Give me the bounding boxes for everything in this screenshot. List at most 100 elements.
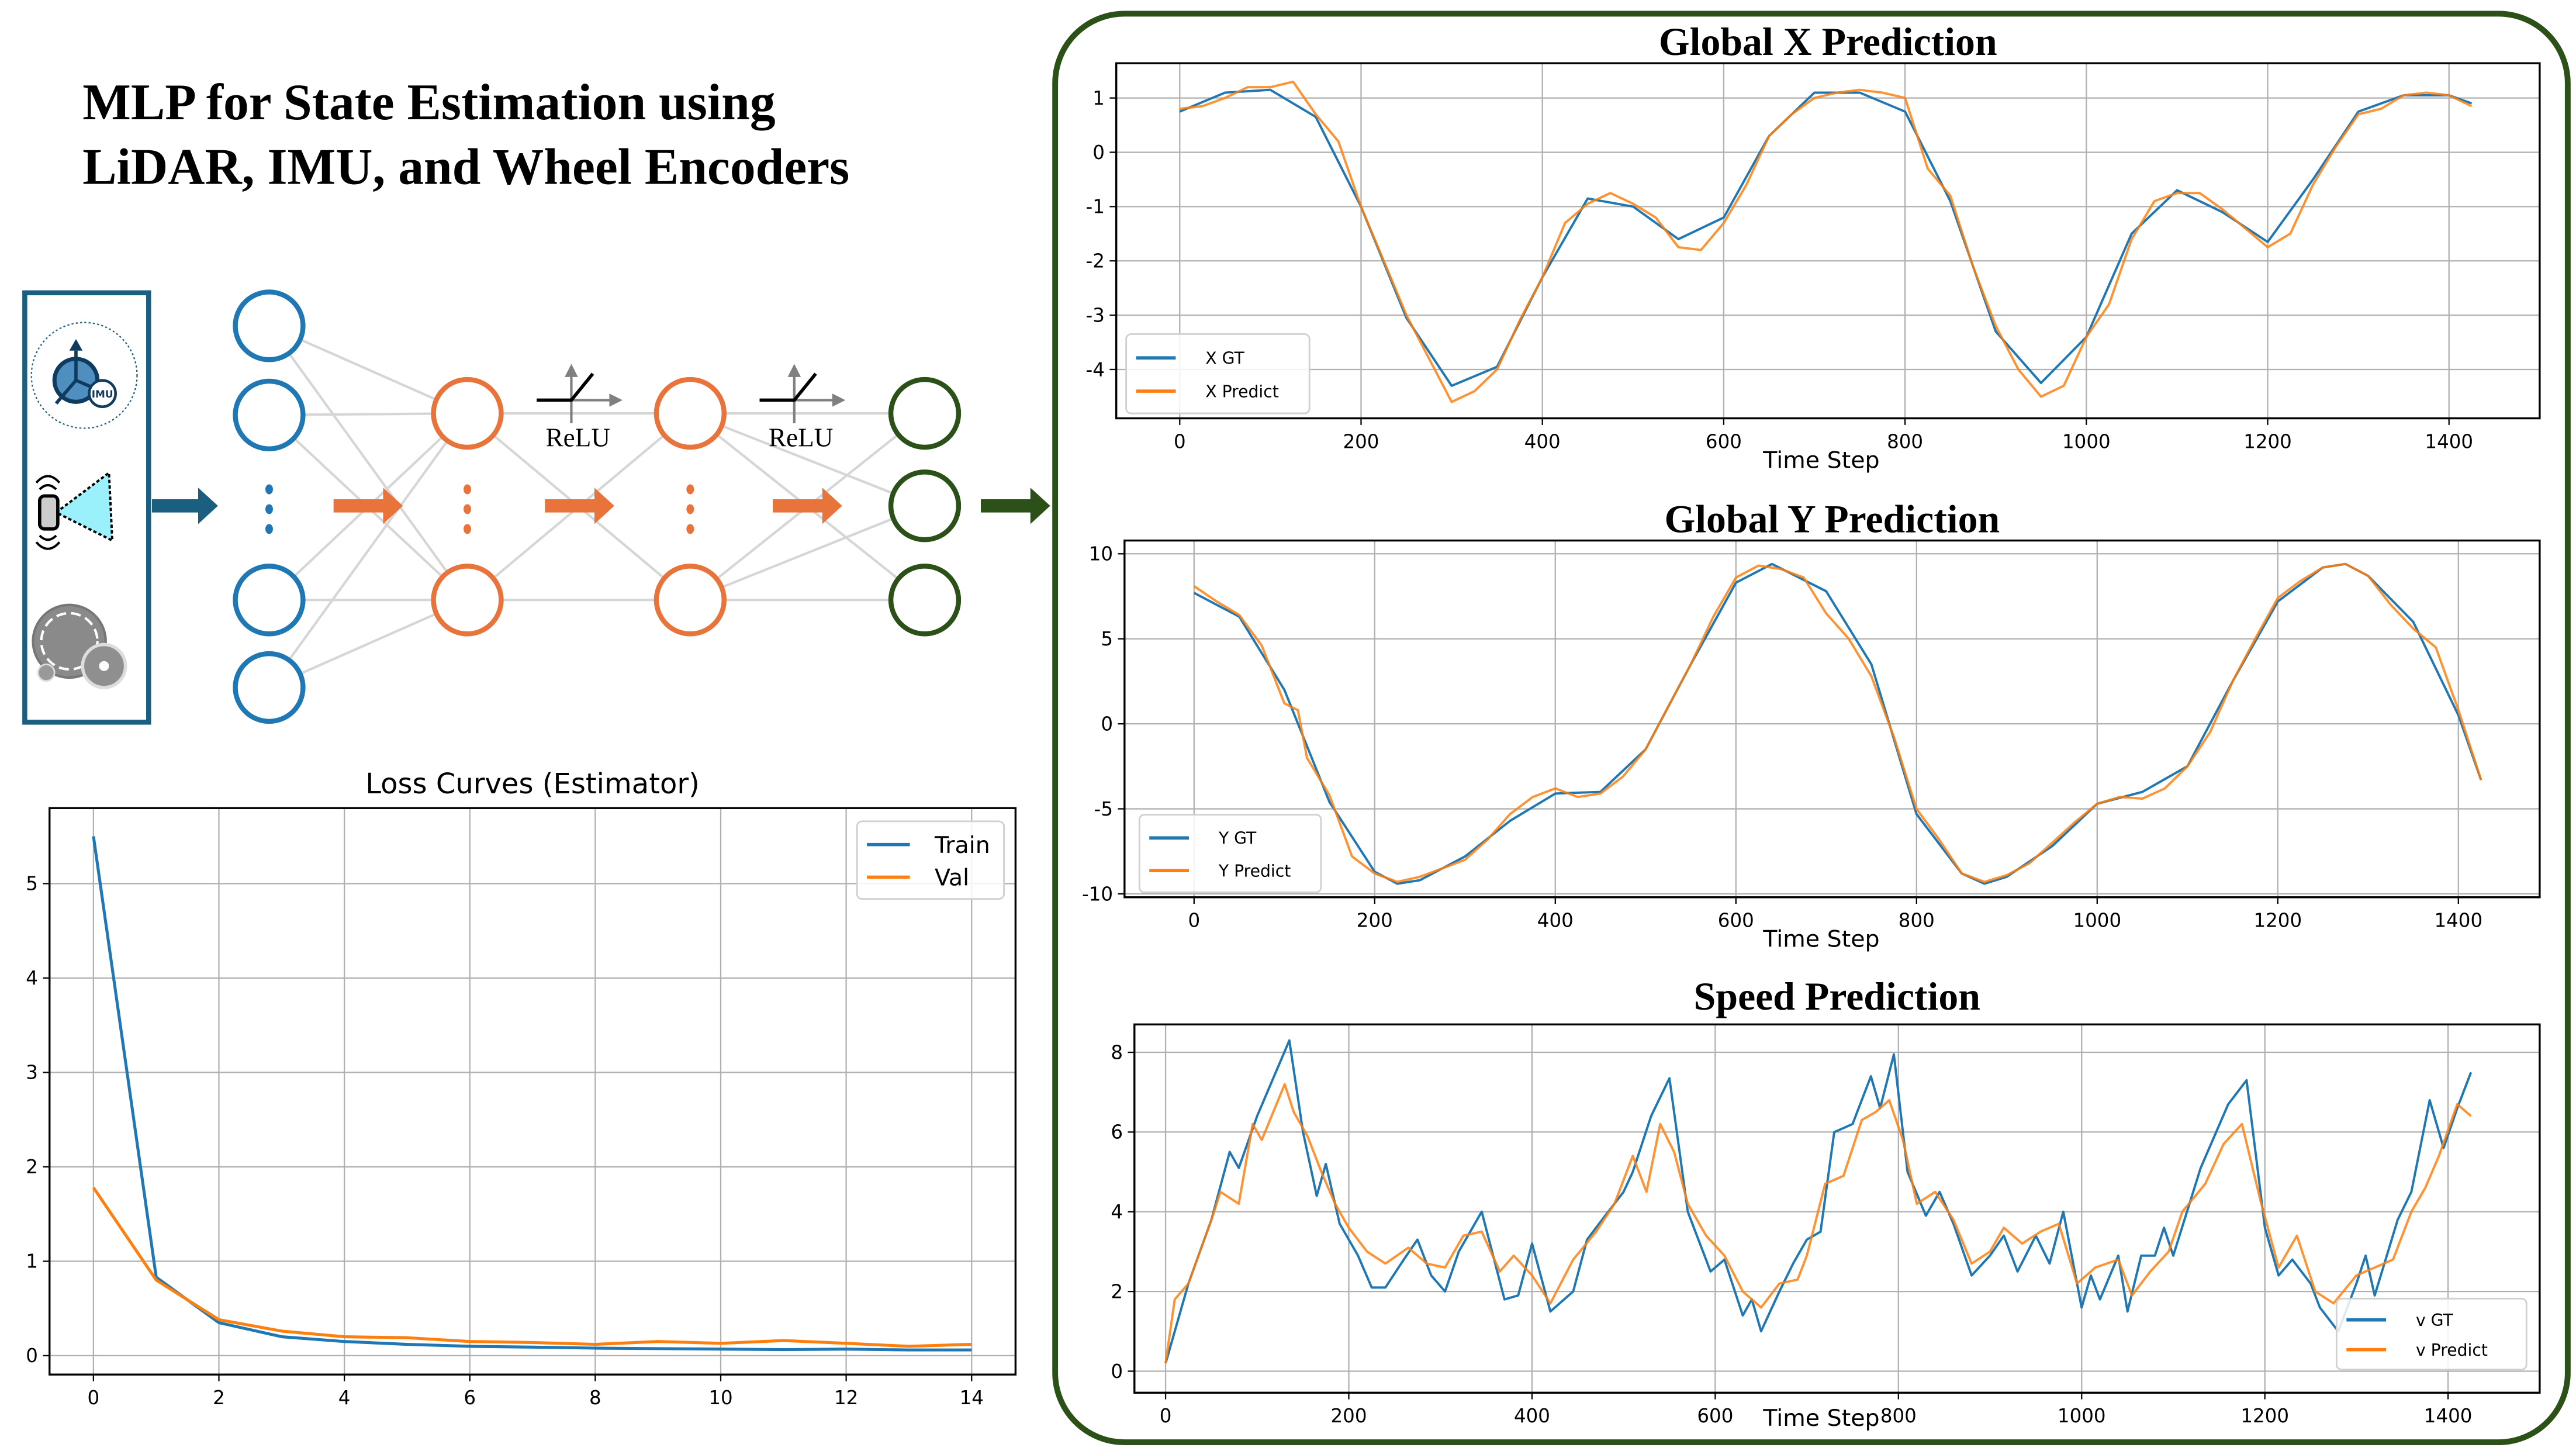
hidden-node bbox=[653, 376, 727, 450]
y-tick-label: 10 bbox=[1089, 543, 1113, 565]
figure-title-line-2: LiDAR, IMU, and Wheel Encoders bbox=[82, 138, 849, 195]
y-tick-label: 0 bbox=[1111, 1360, 1123, 1383]
imu-icon-label: IMU bbox=[92, 388, 113, 400]
x-tick-label: 800 bbox=[1899, 910, 1935, 932]
network-nodes bbox=[233, 289, 962, 724]
figure-title-line-1: MLP for State Estimation using bbox=[82, 74, 775, 130]
x-tick-label: 200 bbox=[1331, 1405, 1367, 1427]
relu-label: ReLU bbox=[546, 423, 610, 452]
x-tick-label: 200 bbox=[1343, 430, 1379, 452]
x-tick-label: 14 bbox=[960, 1387, 984, 1409]
ellipsis-dot bbox=[686, 504, 694, 514]
x-tick-label: 400 bbox=[1524, 430, 1561, 452]
chart-title: Loss Curves (Estimator) bbox=[365, 768, 700, 800]
y-tick-label: -10 bbox=[1082, 883, 1113, 905]
series-line-val bbox=[92, 1187, 972, 1348]
x-tick-label: 0 bbox=[88, 1387, 100, 1409]
x-axis-label: Time Step bbox=[1762, 1405, 1879, 1432]
layer-arrow-icon bbox=[773, 488, 842, 524]
output-arrow-icon bbox=[981, 488, 1050, 524]
x-tick-label: 10 bbox=[708, 1387, 732, 1409]
y-tick-label: 2 bbox=[1111, 1280, 1123, 1303]
chart-title: Speed Prediction bbox=[1694, 975, 1980, 1018]
series-line-train bbox=[92, 836, 972, 1352]
series-line-y-gt bbox=[1193, 562, 2482, 885]
plot-area bbox=[1116, 63, 2540, 419]
series-line-y-predict bbox=[1193, 562, 2482, 883]
y-tick-label: 1 bbox=[1092, 87, 1105, 109]
ellipsis-dot bbox=[265, 524, 273, 534]
legend: X GT X Predict bbox=[1125, 333, 1311, 414]
output-node bbox=[888, 469, 962, 543]
y-tick-label: 5 bbox=[1101, 628, 1113, 650]
x-tick-label: 1000 bbox=[2062, 430, 2111, 452]
chart-title: Global Y Prediction bbox=[1664, 497, 2000, 541]
plot-area bbox=[1134, 1024, 2540, 1393]
x-tick-label: 400 bbox=[1537, 910, 1574, 932]
input-node bbox=[233, 378, 306, 452]
hidden-node bbox=[431, 564, 504, 637]
input-node bbox=[233, 651, 306, 724]
x-tick-label: 0 bbox=[1160, 1405, 1172, 1427]
y-tick-label: 2 bbox=[26, 1156, 38, 1178]
y-tick-label: -2 bbox=[1086, 250, 1105, 272]
x-tick-label: 12 bbox=[834, 1387, 858, 1409]
x-tick-label: 4 bbox=[338, 1387, 351, 1409]
x-tick-label: 1000 bbox=[2058, 1405, 2106, 1427]
hidden-node bbox=[431, 376, 504, 450]
network-edge bbox=[268, 325, 469, 601]
chart-1: 0 200 400 600 800 1000 1200 1400 1 0 -1 -2 -3 -4 Globa… bbox=[1086, 20, 2541, 474]
legend-label: X GT bbox=[1205, 348, 1244, 368]
x-tick-label: 0 bbox=[1188, 910, 1200, 932]
x-tick-label: 800 bbox=[1880, 1405, 1917, 1427]
x-axis-label: Time Step bbox=[1762, 447, 1879, 474]
y-tick-label: -1 bbox=[1086, 196, 1105, 218]
input-node bbox=[233, 564, 306, 637]
axes-frame bbox=[1123, 539, 2541, 899]
x-tick-label: 1400 bbox=[2434, 910, 2482, 932]
network-edge bbox=[268, 412, 469, 689]
y-tick-label: -3 bbox=[1086, 304, 1105, 326]
ellipsis-dot bbox=[463, 484, 471, 495]
x-tick-label: 1000 bbox=[2073, 910, 2121, 932]
legend: Y GT Y Predict bbox=[1138, 814, 1322, 893]
x-tick-label: 600 bbox=[1697, 1405, 1733, 1427]
y-tick-label: 3 bbox=[26, 1062, 38, 1084]
mlp-diagram: IMU ReLU bbox=[22, 289, 1050, 725]
ellipsis-dot bbox=[265, 504, 273, 514]
x-tick-label: 2 bbox=[213, 1387, 225, 1409]
plot-area bbox=[1124, 540, 2540, 897]
prediction-panel-border bbox=[1052, 11, 2571, 1445]
layer-arrow-icon bbox=[333, 488, 403, 524]
chart-2: 0 200 400 600 800 1000 1200 1400 10 5 0 -5 -10 Global… bbox=[1082, 497, 2541, 953]
legend-label: v GT bbox=[2416, 1311, 2454, 1330]
ellipsis-dot bbox=[686, 484, 694, 495]
y-tick-label: 6 bbox=[1111, 1121, 1123, 1143]
output-node bbox=[888, 564, 962, 637]
legend-label: Y GT bbox=[1218, 829, 1257, 848]
chart-3: 0 200 400 600 800 1000 1200 1400 0 2 4 6 8 Speed Pred… bbox=[1111, 975, 2541, 1432]
x-tick-label: 600 bbox=[1706, 430, 1742, 452]
legend: Train Val bbox=[856, 820, 1005, 900]
wheel-encoder-icon bbox=[32, 603, 127, 689]
x-tick-label: 1200 bbox=[2240, 1405, 2289, 1427]
x-tick-label: 800 bbox=[1887, 430, 1923, 452]
ellipsis-dot bbox=[463, 504, 471, 514]
x-tick-label: 6 bbox=[464, 1387, 476, 1409]
legend-label: Train bbox=[934, 832, 990, 859]
x-tick-label: 1400 bbox=[2424, 1405, 2473, 1427]
y-tick-label: 0 bbox=[26, 1345, 38, 1367]
axes-frame bbox=[1115, 62, 2541, 420]
y-tick-label: 5 bbox=[26, 873, 38, 895]
network-edge bbox=[690, 505, 925, 602]
y-tick-label: 0 bbox=[1092, 141, 1105, 164]
y-tick-label: 4 bbox=[26, 967, 38, 989]
x-axis-label: Time Step bbox=[1762, 926, 1879, 953]
chart-title: Global X Prediction bbox=[1659, 20, 1997, 64]
x-tick-label: 600 bbox=[1718, 910, 1754, 932]
relu-label: ReLU bbox=[769, 423, 833, 452]
x-tick-label: 1200 bbox=[2243, 430, 2292, 452]
x-tick-label: 0 bbox=[1174, 430, 1186, 452]
